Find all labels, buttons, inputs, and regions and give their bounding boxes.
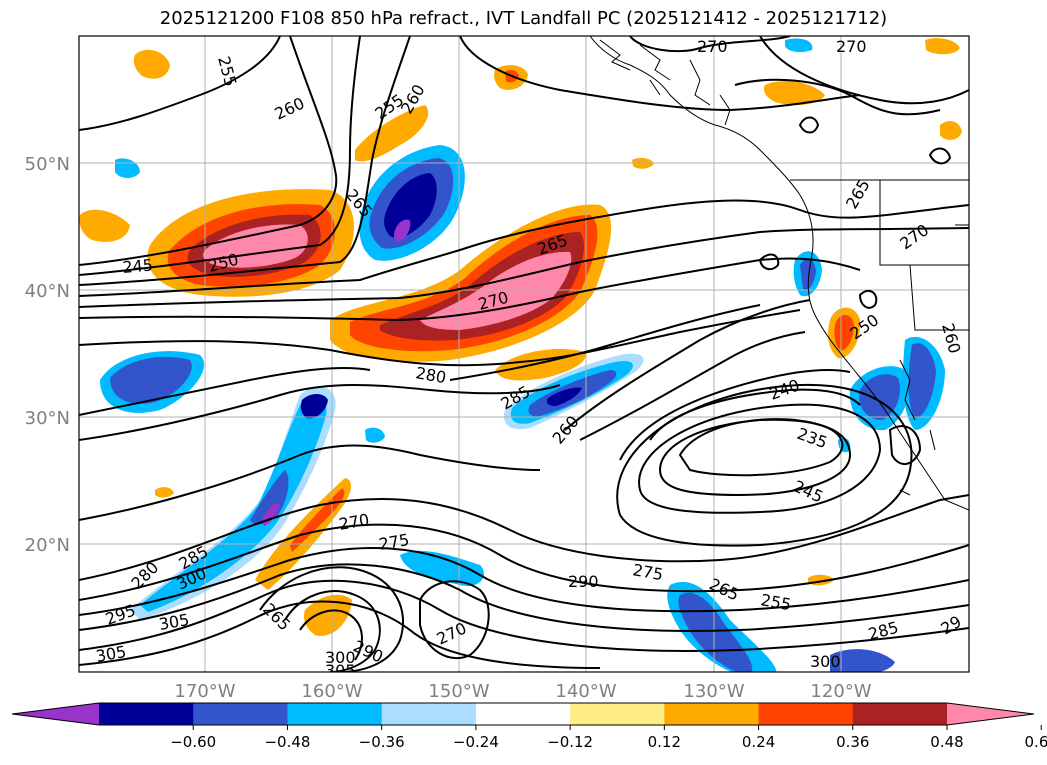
colorbar-cell — [852, 703, 948, 725]
lon-label: 140°W — [555, 681, 616, 702]
contour-label: 300 — [810, 652, 841, 671]
colorbar-cell — [193, 703, 288, 725]
colorbar-outline — [11, 702, 1035, 726]
lon-label: 170°W — [174, 681, 235, 702]
colorbar-right-extension — [947, 703, 1034, 725]
colorbar-tick-label: −0.36 — [359, 733, 405, 751]
colorbar-cell — [475, 703, 571, 725]
colorbar: −0.60 −0.48 −0.36 −0.24 −0.12 0.12 0.24 0.36 0.4… — [11, 702, 1047, 751]
colorbar-left-extension — [12, 703, 99, 725]
lon-label: 120°W — [810, 681, 871, 702]
contour-label: 245 — [122, 255, 154, 277]
lat-label: 40°N — [25, 281, 70, 302]
colorbar-tick-label: −0.60 — [170, 733, 216, 751]
colorbar-cell — [664, 703, 760, 725]
colorbar-tick-label: −0.12 — [547, 733, 593, 751]
colorbar-tick-label: −0.24 — [453, 733, 499, 751]
contour-label: 300 — [325, 648, 356, 667]
contour-label: 290 — [568, 572, 599, 591]
contour-label: 270 — [697, 37, 728, 56]
colorbar-cell — [381, 703, 477, 725]
colorbar-cell — [570, 703, 665, 725]
colorbar-cell — [287, 703, 383, 725]
colorbar-tick-label: 0.60 — [1025, 733, 1047, 751]
colorbar-tick-label: −0.48 — [264, 733, 310, 751]
lat-label: 20°N — [25, 535, 70, 556]
colorbar-cell — [758, 703, 854, 725]
colorbar-tick-label: 0.24 — [742, 733, 775, 751]
map-title: 2025121200 F108 850 hPa refract., IVT La… — [159, 8, 888, 29]
lon-axis-labels: 170°W 160°W 150°W 140°W 130°W 120°W — [174, 681, 871, 702]
lon-label: 150°W — [428, 681, 489, 702]
colorbar-cell — [99, 703, 194, 725]
shaded-fields — [79, 38, 962, 672]
lat-axis-labels: 50°N 40°N 30°N 20°N — [25, 154, 70, 556]
contour-label: 305 — [325, 661, 356, 680]
contour-label: 270 — [836, 37, 867, 56]
lon-label: 160°W — [301, 681, 362, 702]
lat-label: 30°N — [25, 408, 70, 429]
colorbar-tick-label: 0.12 — [648, 733, 681, 751]
colorbar-tick-label: 0.48 — [930, 733, 963, 751]
coastline — [589, 36, 969, 511]
refractivity-contours — [79, 36, 969, 672]
plot-frame — [78, 35, 970, 673]
lat-label: 50°N — [25, 154, 70, 175]
colorbar-tick-label: 0.36 — [836, 733, 869, 751]
lon-label: 130°W — [683, 681, 744, 702]
